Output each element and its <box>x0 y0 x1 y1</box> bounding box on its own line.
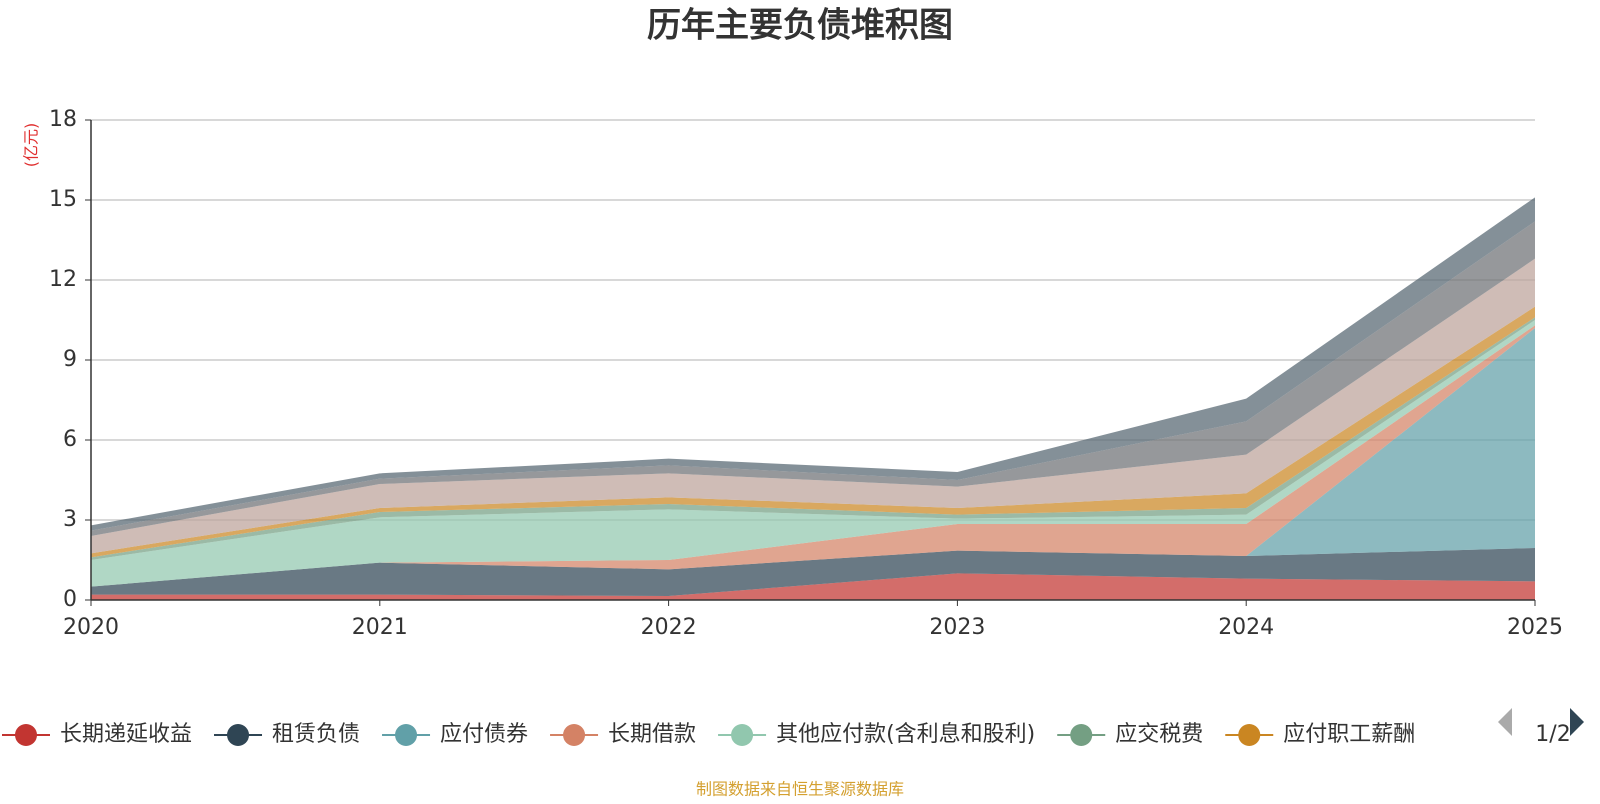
legend: 长期递延收益 租赁负债 应付债券 长期借款 其他应付款(含利息和股利) 应交税费 应付职工薪… <box>2 722 1415 747</box>
legend-swatch <box>15 724 37 746</box>
source-note: 制图数据来自恒生聚源数据库 <box>696 780 904 799</box>
x-tick-label: 2020 <box>63 615 119 640</box>
area <box>91 258 1535 554</box>
legend-swatch <box>731 724 754 746</box>
legend-label: 租赁负债 <box>272 722 360 747</box>
y-tick-label: 15 <box>49 187 77 212</box>
area <box>91 320 1535 587</box>
area <box>91 306 1535 558</box>
chart-title: 历年主要负债堆积图 <box>647 6 953 46</box>
area <box>91 548 1535 596</box>
legend-swatch <box>563 724 586 746</box>
x-tick-label: 2021 <box>352 615 408 640</box>
legend-prev[interactable] <box>1498 708 1512 736</box>
y-tick-label: 18 <box>49 107 77 132</box>
legend-label: 应付债券 <box>440 722 528 747</box>
area <box>91 317 1535 560</box>
legend-label: 应交税费 <box>1115 722 1203 747</box>
y-tick-label: 3 <box>63 507 77 532</box>
area <box>91 221 1535 537</box>
y-tick-label: 0 <box>63 587 77 612</box>
y-tick-label: 6 <box>63 427 77 452</box>
x-tick-label: 2025 <box>1507 615 1563 640</box>
legend-label: 其他应付款(含利息和股利) <box>776 722 1035 747</box>
x-tick-label: 2023 <box>929 615 985 640</box>
legend-label: 长期递延收益 <box>60 722 192 747</box>
y-tick-label: 12 <box>49 267 77 292</box>
legend-swatch <box>1070 724 1093 746</box>
legend-swatch <box>1238 724 1261 746</box>
legend-swatch <box>227 724 250 746</box>
y-tick-label: 9 <box>63 347 77 372</box>
x-tick-label: 2022 <box>641 615 697 640</box>
x-tick-label: 2024 <box>1218 615 1274 640</box>
legend-next[interactable] <box>1570 708 1584 736</box>
legend-label: 应付职工薪酬 <box>1283 722 1415 747</box>
legend-page: 1/2 <box>1535 722 1570 747</box>
legend-label: 长期借款 <box>608 722 696 747</box>
y-axis-label: (亿元) <box>22 123 41 168</box>
area <box>91 573 1535 600</box>
legend-swatch <box>395 724 418 746</box>
